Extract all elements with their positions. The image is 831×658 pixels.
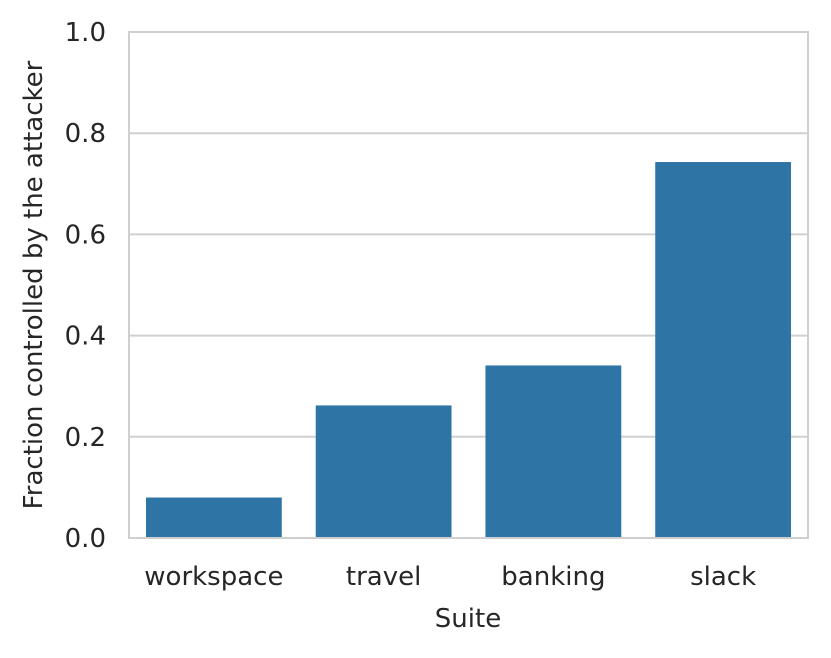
y-tick-label: 0.4 bbox=[65, 322, 106, 352]
x-tick-label: travel bbox=[346, 562, 421, 592]
y-tick-label: 0.0 bbox=[65, 524, 106, 554]
y-tick-label: 0.8 bbox=[65, 119, 106, 149]
x-tick-label: slack bbox=[690, 562, 756, 592]
x-axis-label: Suite bbox=[435, 604, 501, 634]
y-tick-label: 1.0 bbox=[65, 18, 106, 48]
y-axis-label: Fraction controlled by the attacker bbox=[19, 60, 49, 509]
x-tick-label: workspace bbox=[144, 562, 283, 592]
y-tick-label: 0.6 bbox=[65, 220, 106, 250]
bar-workspace bbox=[145, 497, 282, 538]
y-tick-label: 0.2 bbox=[65, 423, 106, 453]
x-tick-label: banking bbox=[501, 562, 605, 592]
bar-banking bbox=[485, 365, 622, 538]
plot-frame bbox=[128, 31, 809, 539]
bar-travel bbox=[315, 405, 452, 538]
y-tick-labels: 0.0 0.2 0.4 0.6 0.8 1.0 bbox=[65, 18, 106, 554]
bar-slack bbox=[655, 162, 792, 539]
bars bbox=[145, 162, 792, 539]
x-tick-labels: workspace travel banking slack bbox=[144, 562, 756, 592]
